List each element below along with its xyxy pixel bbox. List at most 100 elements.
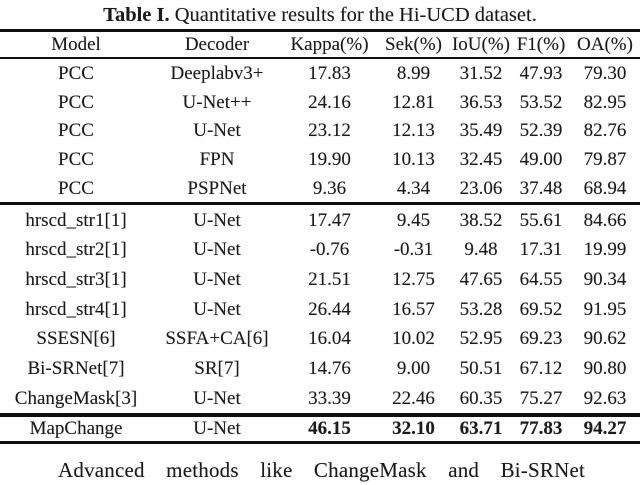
cell-model: Bi-SRNet[7] (27, 358, 125, 380)
rule-section-divider (0, 413, 640, 418)
rule-bottom (0, 440, 640, 444)
cell-sek: 32.10 (392, 418, 435, 440)
cell-f1: 37.48 (519, 177, 563, 199)
cell-kappa: 21.51 (308, 269, 351, 291)
cell-decoder: U-Net (193, 120, 241, 142)
cell-oa: 19.99 (583, 239, 627, 261)
cell-model: hrscd_str2[1] (25, 239, 127, 261)
cell-iou: 31.52 (459, 63, 503, 85)
cell-f1: 75.27 (519, 387, 563, 409)
cell-model: PCC (58, 148, 94, 170)
column-header-oa: OA(%) (577, 34, 633, 55)
cell-f1: 53.52 (519, 91, 563, 113)
cell-sek: 10.02 (392, 328, 435, 350)
cell-f1: 69.52 (519, 298, 563, 320)
cell-iou: 32.45 (459, 148, 503, 170)
cell-iou: 53.28 (459, 298, 503, 320)
cell-f1: 49.00 (519, 148, 563, 170)
cell-oa: 82.76 (583, 120, 627, 142)
cell-iou: 47.65 (459, 269, 503, 291)
cell-decoder: U-Net (193, 418, 241, 440)
cell-model: MapChange (29, 418, 123, 440)
cell-f1: 17.31 (519, 239, 563, 261)
rule-top (0, 29, 640, 32)
cell-kappa: 33.39 (308, 387, 351, 409)
cell-iou: 60.35 (459, 387, 503, 409)
table-row: ChangeMask[3] U-Net 33.39 22.46 60.35 75.27 92… (0, 383, 640, 413)
cell-f1: 64.55 (519, 269, 563, 291)
cell-kappa: -0.76 (309, 239, 350, 261)
cell-model: hrscd_str3[1] (25, 269, 127, 291)
table-section: hrscd_str1[1] U-Net 17.47 9.45 38.52 55.61 84.… (0, 205, 640, 413)
cell-model: PCC (58, 91, 94, 113)
cell-f1: 69.23 (519, 328, 563, 350)
table-row: PCC FPN 19.90 10.13 32.45 49.00 79.87 (0, 145, 640, 174)
cell-decoder: PSPNet (187, 177, 247, 199)
cell-sek: 16.57 (392, 298, 435, 320)
table-row: Bi-SRNet[7] SR[7] 14.76 9.00 50.51 67.12 90.80 (0, 354, 640, 384)
cell-decoder: U-Net (193, 209, 241, 231)
cell-decoder: SR[7] (194, 358, 240, 380)
cell-oa: 79.87 (583, 148, 627, 170)
body-paragraph: Advanced methods like ChangeMask and Bi-… (58, 457, 586, 482)
cell-model: ChangeMask[3] (14, 387, 138, 409)
table-row: hrscd_str2[1] U-Net -0.76 -0.31 9.48 17.31 19.… (0, 235, 640, 265)
cell-iou: 52.95 (459, 328, 503, 350)
cell-oa: 79.30 (583, 63, 627, 85)
cell-kappa: 46.15 (308, 418, 351, 440)
table-caption: Table I. Quantitative results for the Hi… (0, 0, 640, 29)
table-row: hrscd_str4[1] U-Net 26.44 16.57 53.28 69.52 91… (0, 294, 640, 324)
cell-kappa: 26.44 (308, 298, 351, 320)
table-body: PCC Deeplabv3+ 17.83 8.99 31.52 47.93 79.30 PCC… (0, 59, 640, 440)
column-header-decoder: Decoder (184, 34, 250, 55)
cell-iou: 63.71 (459, 418, 503, 440)
cell-iou: 50.51 (459, 358, 503, 380)
cell-decoder: SSFA+CA[6] (165, 328, 269, 350)
cell-sek: 4.34 (396, 177, 431, 199)
table-caption-text: Quantitative results for the Hi-UCD data… (169, 4, 537, 26)
cell-sek: 22.46 (392, 387, 435, 409)
cell-model: hrscd_str1[1] (25, 209, 127, 231)
cell-oa: 90.34 (583, 269, 627, 291)
column-header-f1: F1(%) (516, 34, 566, 55)
cell-decoder: U-Net (193, 239, 241, 261)
cell-sek: 9.00 (396, 358, 431, 380)
cell-iou: 38.52 (459, 209, 503, 231)
table-row: hrscd_str1[1] U-Net 17.47 9.45 38.52 55.61 84.… (0, 205, 640, 235)
cell-kappa: 23.12 (308, 120, 351, 142)
cell-kappa: 24.16 (308, 91, 351, 113)
cell-model: hrscd_str4[1] (25, 298, 127, 320)
cell-model: PCC (58, 63, 94, 85)
cell-oa: 84.66 (583, 209, 627, 231)
cell-iou: 35.49 (459, 120, 503, 142)
cell-decoder: FPN (199, 148, 235, 170)
cell-iou: 9.48 (464, 239, 498, 261)
table-row: hrscd_str3[1] U-Net 21.51 12.75 47.65 64.55 90… (0, 265, 640, 295)
table-header-row: Model Decoder Kappa(%) Sek(%) IoU(%) F1(%) OA(… (0, 32, 640, 57)
cell-model: PCC (58, 120, 94, 142)
cell-model: SSESN[6] (36, 328, 116, 350)
table-caption-label: Table I. (103, 4, 170, 26)
cell-decoder: U-Net++ (182, 91, 252, 113)
cell-sek: -0.31 (393, 239, 434, 261)
cell-oa: 82.95 (583, 91, 627, 113)
rule-section-divider (0, 202, 640, 206)
table-row: PCC U-Net++ 24.16 12.81 36.53 53.52 82.95 (0, 88, 640, 117)
table-row: PCC U-Net 23.12 12.13 35.49 52.39 82.76 (0, 117, 640, 146)
cell-decoder: U-Net (193, 387, 241, 409)
cell-sek: 9.45 (396, 209, 431, 231)
cell-kappa: 9.36 (312, 177, 347, 199)
cell-f1: 77.83 (519, 418, 563, 440)
cell-oa: 90.80 (583, 358, 627, 380)
column-header-sek: Sek(%) (385, 34, 442, 55)
cell-f1: 55.61 (519, 209, 563, 231)
cell-oa: 90.62 (583, 328, 627, 350)
cell-sek: 12.81 (392, 91, 435, 113)
cell-kappa: 17.83 (308, 63, 351, 85)
cell-oa: 68.94 (583, 177, 627, 199)
table-row: PCC Deeplabv3+ 17.83 8.99 31.52 47.93 79.30 (0, 59, 640, 88)
cell-kappa: 17.47 (308, 209, 351, 231)
cell-decoder: Deeplabv3+ (170, 63, 264, 85)
column-header-kappa: Kappa(%) (290, 34, 369, 55)
cell-kappa: 16.04 (308, 328, 351, 350)
